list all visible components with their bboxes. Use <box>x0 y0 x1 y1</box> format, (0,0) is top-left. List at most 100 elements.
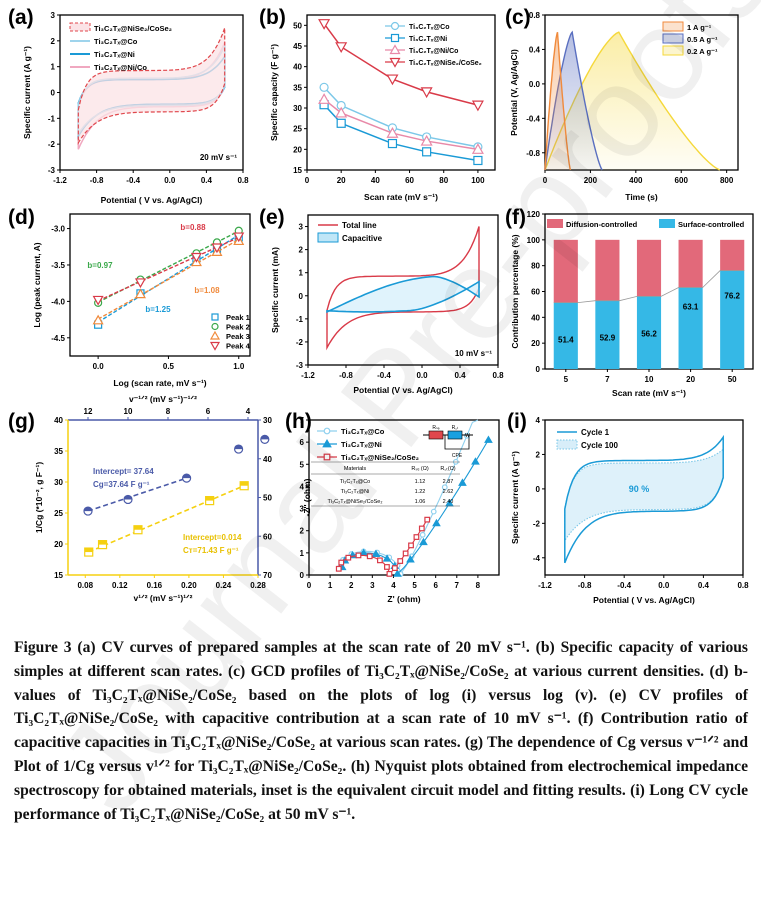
legend-swatch <box>556 439 578 450</box>
panel-b: (b) 0 20 40 60 80 100 15 20 25 30 35 40 45 50 Scan rat… <box>255 0 505 202</box>
x-tick-label: -0.4 <box>617 581 631 590</box>
data-point <box>335 106 348 118</box>
bar-data-label: 51.4 <box>558 336 574 345</box>
x-tick-label: 2 <box>349 581 354 590</box>
x-tick-label: 10 <box>645 375 654 384</box>
legend-label: Ti₃C₂Tₓ@Ni <box>409 36 447 43</box>
data-point <box>134 288 146 299</box>
x-tick-label: 5 <box>564 375 569 384</box>
x2-tick-label: 10 <box>124 407 133 416</box>
legend-label: Ti₃C₂Tₓ@Ni <box>341 440 382 449</box>
y-tick-label: 0.4 <box>529 45 541 54</box>
data-point <box>471 457 480 465</box>
x-tick-label: -0.4 <box>377 371 391 380</box>
panel-label-f: (f) <box>505 206 526 229</box>
legend-label: Capacitive <box>342 234 383 243</box>
y-tick-label: 20 <box>293 145 302 154</box>
y-tick-label: -3.5 <box>51 261 65 270</box>
intercept-annotation: Intercept= 37.64 <box>93 467 154 476</box>
y-axis-label: Potential (V, Ag/AgCl) <box>509 49 519 136</box>
legend-swatch <box>317 232 339 243</box>
b-value-label: b=0.97 <box>87 261 113 270</box>
series-line <box>323 104 479 162</box>
x-tick-label: 50 <box>728 375 737 384</box>
x-tick-label: 20 <box>337 176 346 185</box>
table-header: Rₛₑ (Ω) <box>411 466 429 472</box>
y-tick-label: 100 <box>527 236 541 245</box>
data-point <box>335 565 342 572</box>
x-tick-label: -0.8 <box>578 581 592 590</box>
data-point <box>318 93 331 104</box>
x-tick-label: 0.4 <box>201 176 213 185</box>
data-point <box>390 33 400 43</box>
table-cell: 1.22 <box>415 489 426 495</box>
y-tick-label: -2 <box>48 140 56 149</box>
data-point <box>134 278 146 289</box>
y-axis-label: 1/Cg (*10⁻², g F⁻¹) <box>34 462 44 533</box>
x-tick-label: -1.2 <box>53 176 67 185</box>
y-axis-label: Contribution percentage (%) <box>510 234 520 348</box>
data-point <box>397 558 404 564</box>
data-point <box>355 552 362 559</box>
x-axis-label: Log (scan rate, mV s⁻¹) <box>113 378 206 388</box>
data-point <box>393 569 402 577</box>
y-axis-label: Specific current (A g⁻¹) <box>22 46 32 139</box>
x-tick-label: 8 <box>476 581 481 590</box>
data-point <box>211 322 219 331</box>
y-tick-label: 4 <box>300 482 305 491</box>
data-point-fill <box>84 507 92 512</box>
data-point-fill <box>124 495 132 500</box>
data-point <box>387 138 398 149</box>
circuit-cpe-branch <box>444 435 470 450</box>
y-tick-label: 120 <box>527 210 541 219</box>
y-tick-label: -3.0 <box>51 225 65 234</box>
panel-g: (g) 0.08 0.12 0.16 0.20 0.24 0.28 15 20 25 30 35 40… <box>0 390 272 603</box>
x-tick-label: 0 <box>543 176 548 185</box>
legend-label: Diffusion-controlled <box>566 220 638 229</box>
x-tick-label: 20 <box>686 375 695 384</box>
circuit-label: CPE <box>452 453 463 459</box>
x-axis-label: Z' (ohm) <box>387 594 420 604</box>
data-point <box>413 534 420 540</box>
x-axis-label: Potential ( V vs. Ag/AgCl) <box>593 595 695 605</box>
circuit-rs <box>428 430 444 440</box>
data-point <box>432 518 441 527</box>
legend-label: Ti₃C₂Tₓ@Ni <box>94 50 135 59</box>
y-tick-label: 30 <box>54 478 63 487</box>
y-tick-label: 30 <box>293 104 302 113</box>
y-tick-label: 25 <box>293 125 302 134</box>
legend-swatch <box>662 21 684 32</box>
data-point <box>406 555 415 563</box>
circuit-label: Rₛₑ <box>432 425 439 431</box>
y-tick-label: 15 <box>54 571 63 580</box>
figure-caption: Figure 3 (a) CV curves of prepared sampl… <box>14 636 748 826</box>
legend-label: Ti₃C₂Tₓ@NiSe₂/CoSe₂ <box>341 453 419 462</box>
x2-tick-label: 8 <box>166 407 171 416</box>
x-tick-label: 0 <box>305 176 310 185</box>
bar-diffusion <box>720 239 745 271</box>
x-tick-label: 0.8 <box>237 176 249 185</box>
y-tick-label: 40 <box>54 416 63 425</box>
x-tick-label: 0.8 <box>492 371 504 380</box>
panel-label-d: (d) <box>8 206 35 229</box>
plot-frame <box>308 419 500 576</box>
y-tick-label: 20 <box>531 339 540 348</box>
y-tick-label: 2 <box>299 246 304 255</box>
data-point-fill <box>260 435 269 440</box>
table-cell: Ti₃C₂Tₓ@Ni <box>341 489 370 495</box>
x-tick-label: 7 <box>605 375 610 384</box>
bar-surface <box>678 287 703 369</box>
legend-label: Ti₃C₂Tₓ@Ni/Co <box>94 63 147 72</box>
data-point <box>322 438 332 448</box>
y-tick-label: 3 <box>299 223 304 232</box>
panel-label-a: (a) <box>8 6 34 29</box>
gcd-fill <box>545 32 571 171</box>
y-tick-label: -2 <box>533 519 541 528</box>
chart-f-contribution-bars: 0 20 40 60 80 100 120 51.4 5 52.9 7 56.2 10 63.1 20 76.… <box>510 210 754 398</box>
fit-line <box>88 484 245 553</box>
y-tick-label: 0 <box>536 485 541 494</box>
panel-c: (c) 0 200 400 600 800 -0.8 -0.4 0.0 0.4 0.8 Time (… <box>505 0 761 202</box>
intercept-annotation: Intercept=0.014 <box>183 533 242 542</box>
y-tick-label: 0.8 <box>529 11 541 20</box>
data-point <box>376 557 383 564</box>
